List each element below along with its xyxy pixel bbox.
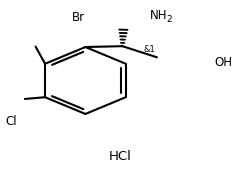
Text: 2: 2: [167, 15, 172, 24]
Text: Br: Br: [72, 11, 85, 24]
Text: HCl: HCl: [108, 149, 132, 162]
Text: NH: NH: [150, 9, 167, 22]
Text: &1: &1: [143, 45, 155, 54]
Text: Cl: Cl: [6, 115, 17, 128]
Text: OH: OH: [214, 56, 232, 69]
